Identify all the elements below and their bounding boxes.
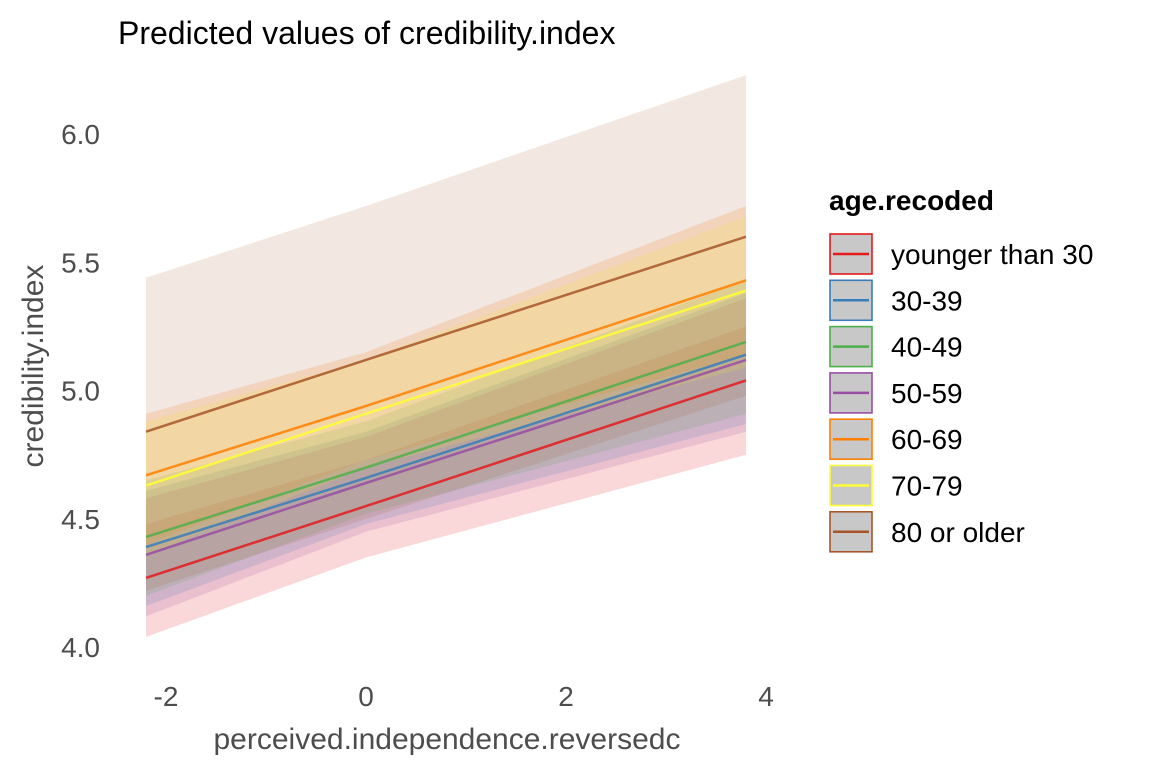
legend-item-30-39: 30-39 — [829, 279, 963, 322]
ribbon-layer — [146, 75, 746, 637]
legend-label: 60-69 — [891, 424, 963, 455]
series-line-80-or-older — [145, 235, 747, 433]
x-axis-title: perceived.independence.reversedc — [214, 723, 681, 756]
legend-item-60-69: 60-69 — [829, 418, 963, 461]
legend-item-40-49: 40-49 — [829, 325, 963, 368]
x-tick-label: -2 — [154, 681, 179, 712]
legend-item-50-59: 50-59 — [829, 372, 963, 414]
series-line-40-49 — [145, 340, 747, 539]
legend-item-80-or-older: 80 or older — [829, 510, 1025, 553]
ribbon-60-69 — [146, 206, 746, 545]
series-line-70-79 — [145, 289, 747, 487]
series-line-30-39 — [145, 353, 747, 549]
x-tick-label: 0 — [358, 681, 374, 712]
y-tick-label: 5.0 — [61, 376, 100, 407]
legend-label: 50-59 — [891, 378, 963, 409]
legend-label: 70-79 — [891, 471, 963, 502]
legend-item-70-79: 70-79 — [829, 464, 963, 507]
legend-label: 80 or older — [891, 517, 1025, 548]
y-axis-title: credibility.index — [17, 265, 50, 468]
line-layer — [145, 235, 747, 580]
legend-title: age.recoded — [829, 185, 994, 216]
series-line-60-69 — [145, 279, 747, 477]
x-tick-label: 2 — [558, 681, 574, 712]
plot-area — [145, 75, 747, 637]
y-axis: 4.0 4.5 5.0 5.5 6.0 — [61, 119, 100, 663]
legend: age.recoded younger than 30 30-39 40-49 50-… — [829, 185, 1093, 553]
y-tick-label: 5.5 — [61, 247, 100, 278]
series-line-younger-than-30 — [145, 379, 747, 580]
legend-label: 40-49 — [891, 332, 963, 363]
legend-label: 30-39 — [891, 285, 963, 316]
ribbon-40-49 — [146, 280, 746, 596]
x-axis: -2 0 2 4 — [154, 681, 774, 712]
y-tick-label: 4.0 — [61, 632, 100, 663]
chart-title: Predicted values of credibility.index — [118, 15, 615, 51]
legend-label: younger than 30 — [891, 239, 1093, 270]
ribbon-70-79 — [146, 216, 746, 555]
y-tick-label: 4.5 — [61, 504, 100, 535]
x-tick-label: 4 — [758, 681, 774, 712]
series-line-50-59 — [145, 358, 747, 556]
y-tick-label: 6.0 — [61, 119, 100, 150]
legend-item-younger-than-30: younger than 30 — [829, 233, 1093, 275]
